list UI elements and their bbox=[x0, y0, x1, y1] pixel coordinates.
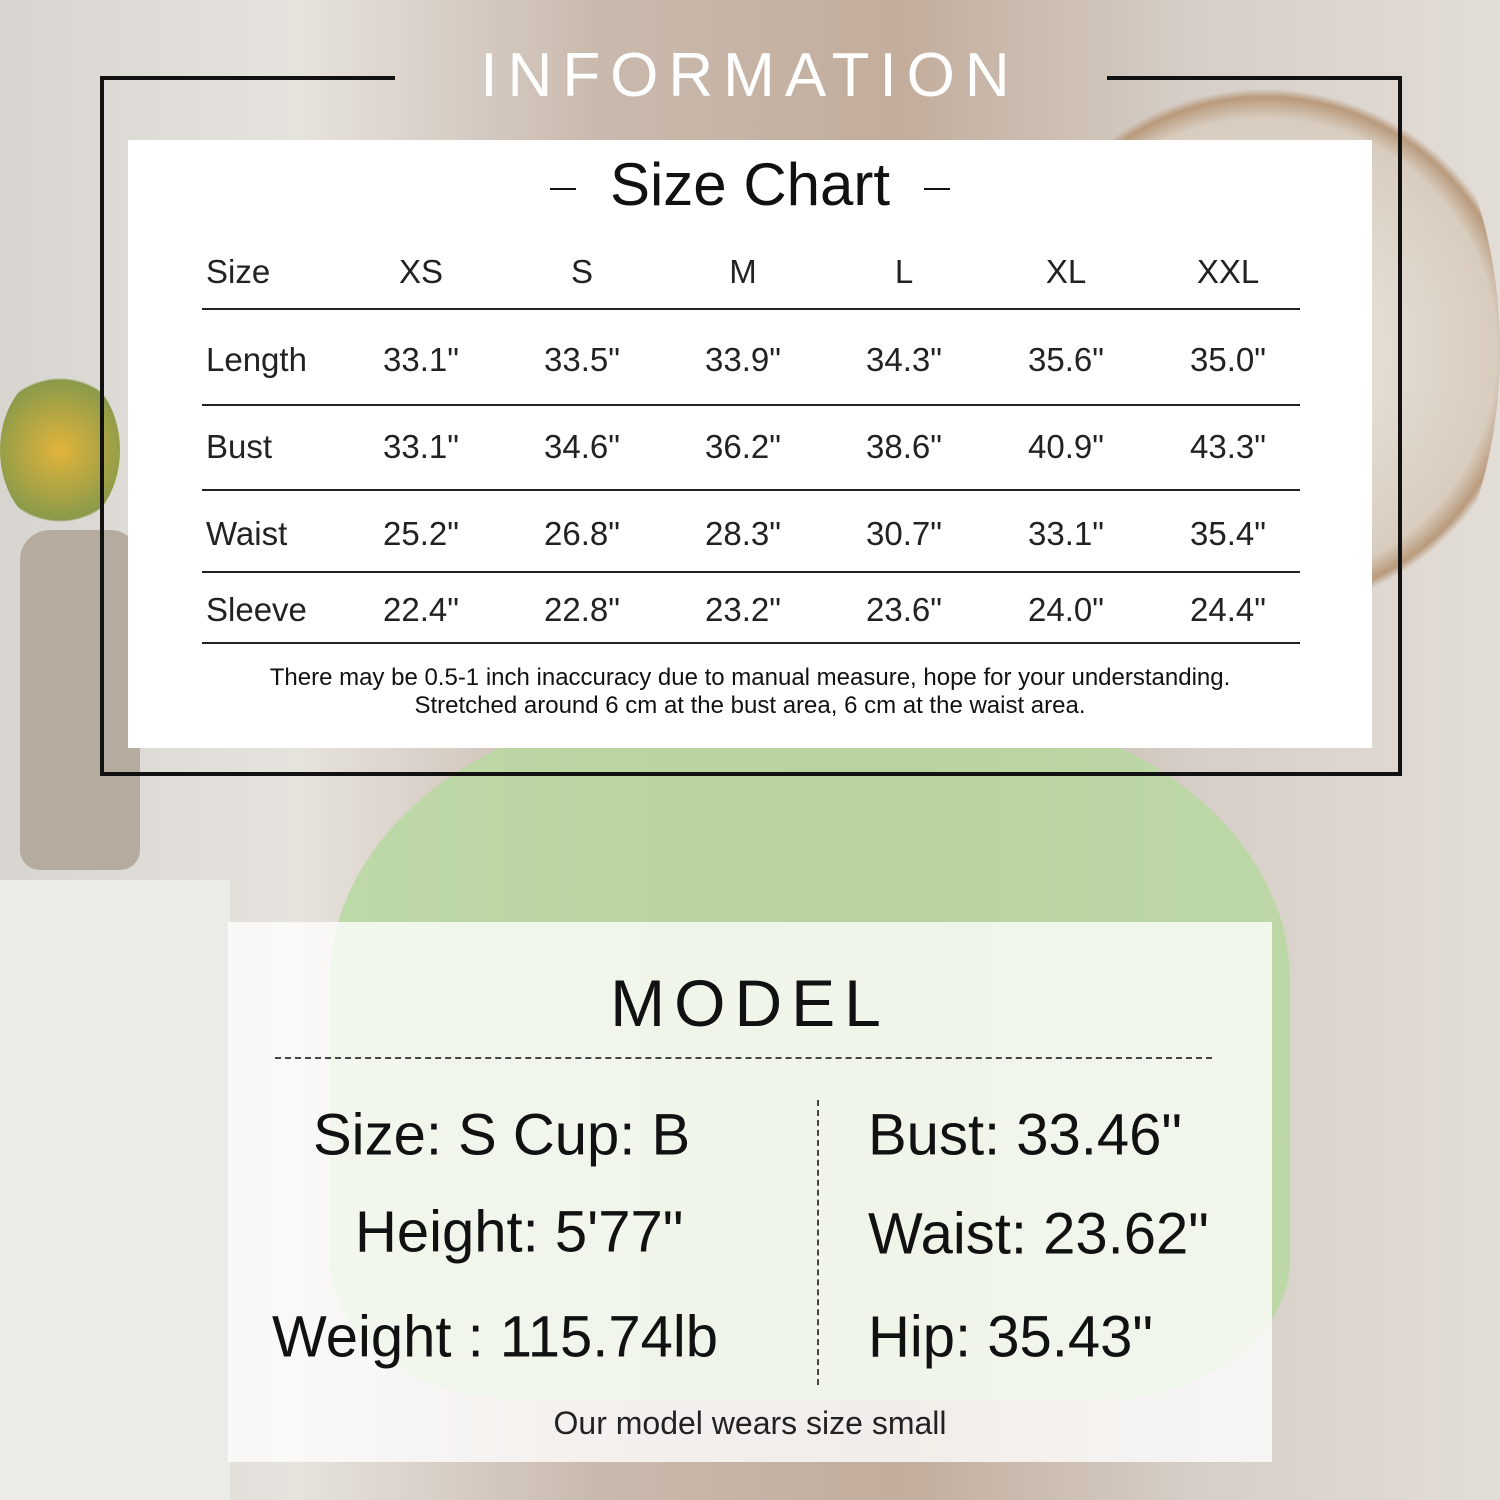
table-cell: 28.3" bbox=[705, 515, 781, 552]
model-height: Height: 5'77" bbox=[355, 1199, 684, 1265]
dashed-divider-vertical bbox=[817, 1100, 819, 1385]
table-cell: 24.4" bbox=[1190, 591, 1266, 628]
row-label: Length bbox=[206, 341, 307, 378]
note-line-2: Stretched around 6 cm at the bust area, … bbox=[414, 692, 1086, 719]
table-cell: 33.5" bbox=[544, 341, 620, 378]
size-chart-title-text: Size Chart bbox=[609, 151, 891, 218]
table-cell: 38.6" bbox=[866, 428, 942, 465]
table-cell: 43.3" bbox=[1190, 428, 1266, 465]
table-cell: 22.4" bbox=[383, 591, 459, 628]
dash-right bbox=[924, 188, 951, 191]
table-cell: 30.7" bbox=[866, 515, 942, 552]
information-title: INFORMATION bbox=[480, 41, 1020, 110]
model-waist: Waist: 23.62" bbox=[868, 1201, 1209, 1267]
table-cell: 35.4" bbox=[1190, 515, 1266, 552]
table-cell: 33.1" bbox=[1028, 515, 1104, 552]
background-cabinet bbox=[0, 880, 230, 1500]
table-header-cell: M bbox=[729, 253, 757, 290]
size-chart-panel bbox=[128, 140, 1372, 748]
table-cell: 23.2" bbox=[705, 591, 781, 628]
row-label: Sleeve bbox=[206, 591, 307, 628]
model-caption: Our model wears size small bbox=[553, 1405, 947, 1441]
table-header-cell: XL bbox=[1045, 253, 1087, 290]
model-bust: Bust: 33.46" bbox=[868, 1102, 1183, 1168]
model-panel bbox=[228, 922, 1272, 1462]
table-header-cell: Size bbox=[206, 253, 271, 290]
model-size-cup: Size: S Cup: B bbox=[313, 1102, 691, 1168]
table-cell: 40.9" bbox=[1028, 428, 1104, 465]
note-line-1: There may be 0.5-1 inch inaccuracy due t… bbox=[269, 664, 1231, 691]
table-cell: 33.9" bbox=[705, 341, 781, 378]
divider bbox=[202, 404, 1300, 406]
table-cell: 34.3" bbox=[866, 341, 942, 378]
divider bbox=[202, 642, 1300, 644]
table-cell: 24.0" bbox=[1028, 591, 1104, 628]
table-header-cell: L bbox=[894, 253, 914, 290]
table-header-cell: XS bbox=[398, 253, 444, 290]
row-label: Waist bbox=[206, 515, 288, 552]
table-cell: 33.1" bbox=[383, 341, 459, 378]
table-cell: 35.0" bbox=[1190, 341, 1266, 378]
table-cell: 35.6" bbox=[1028, 341, 1104, 378]
table-cell: 25.2" bbox=[383, 515, 459, 552]
background-vase bbox=[20, 530, 140, 870]
row-label: Bust bbox=[206, 428, 273, 465]
table-header-cell: S bbox=[570, 253, 594, 290]
table-header-cell: XXL bbox=[1196, 253, 1260, 290]
model-weight: Weight : 115.74lb bbox=[272, 1304, 719, 1370]
divider bbox=[202, 308, 1300, 310]
model-hip: Hip: 35.43" bbox=[868, 1304, 1153, 1370]
size-chart-title: Size Chart bbox=[0, 150, 1500, 219]
table-cell: 34.6" bbox=[544, 428, 620, 465]
info-frame bbox=[100, 76, 1402, 776]
divider bbox=[202, 489, 1300, 491]
table-cell: 26.8" bbox=[544, 515, 620, 552]
table-cell: 36.2" bbox=[705, 428, 781, 465]
divider bbox=[202, 571, 1300, 573]
dashed-divider-horizontal bbox=[275, 1057, 1212, 1059]
dash-left bbox=[549, 188, 576, 191]
table-cell: 22.8" bbox=[544, 591, 620, 628]
frame-top-left bbox=[100, 76, 395, 80]
table-cell: 23.6" bbox=[866, 591, 942, 628]
model-title: MODEL bbox=[610, 966, 890, 1040]
table-cell: 33.1" bbox=[383, 428, 459, 465]
frame-top-right bbox=[1107, 76, 1402, 80]
